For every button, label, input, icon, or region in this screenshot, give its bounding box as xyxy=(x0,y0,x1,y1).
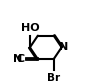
Text: HO: HO xyxy=(21,23,39,33)
Text: N: N xyxy=(59,42,68,52)
Text: C: C xyxy=(17,54,25,64)
Text: Br: Br xyxy=(47,73,60,83)
Text: N: N xyxy=(13,54,22,64)
